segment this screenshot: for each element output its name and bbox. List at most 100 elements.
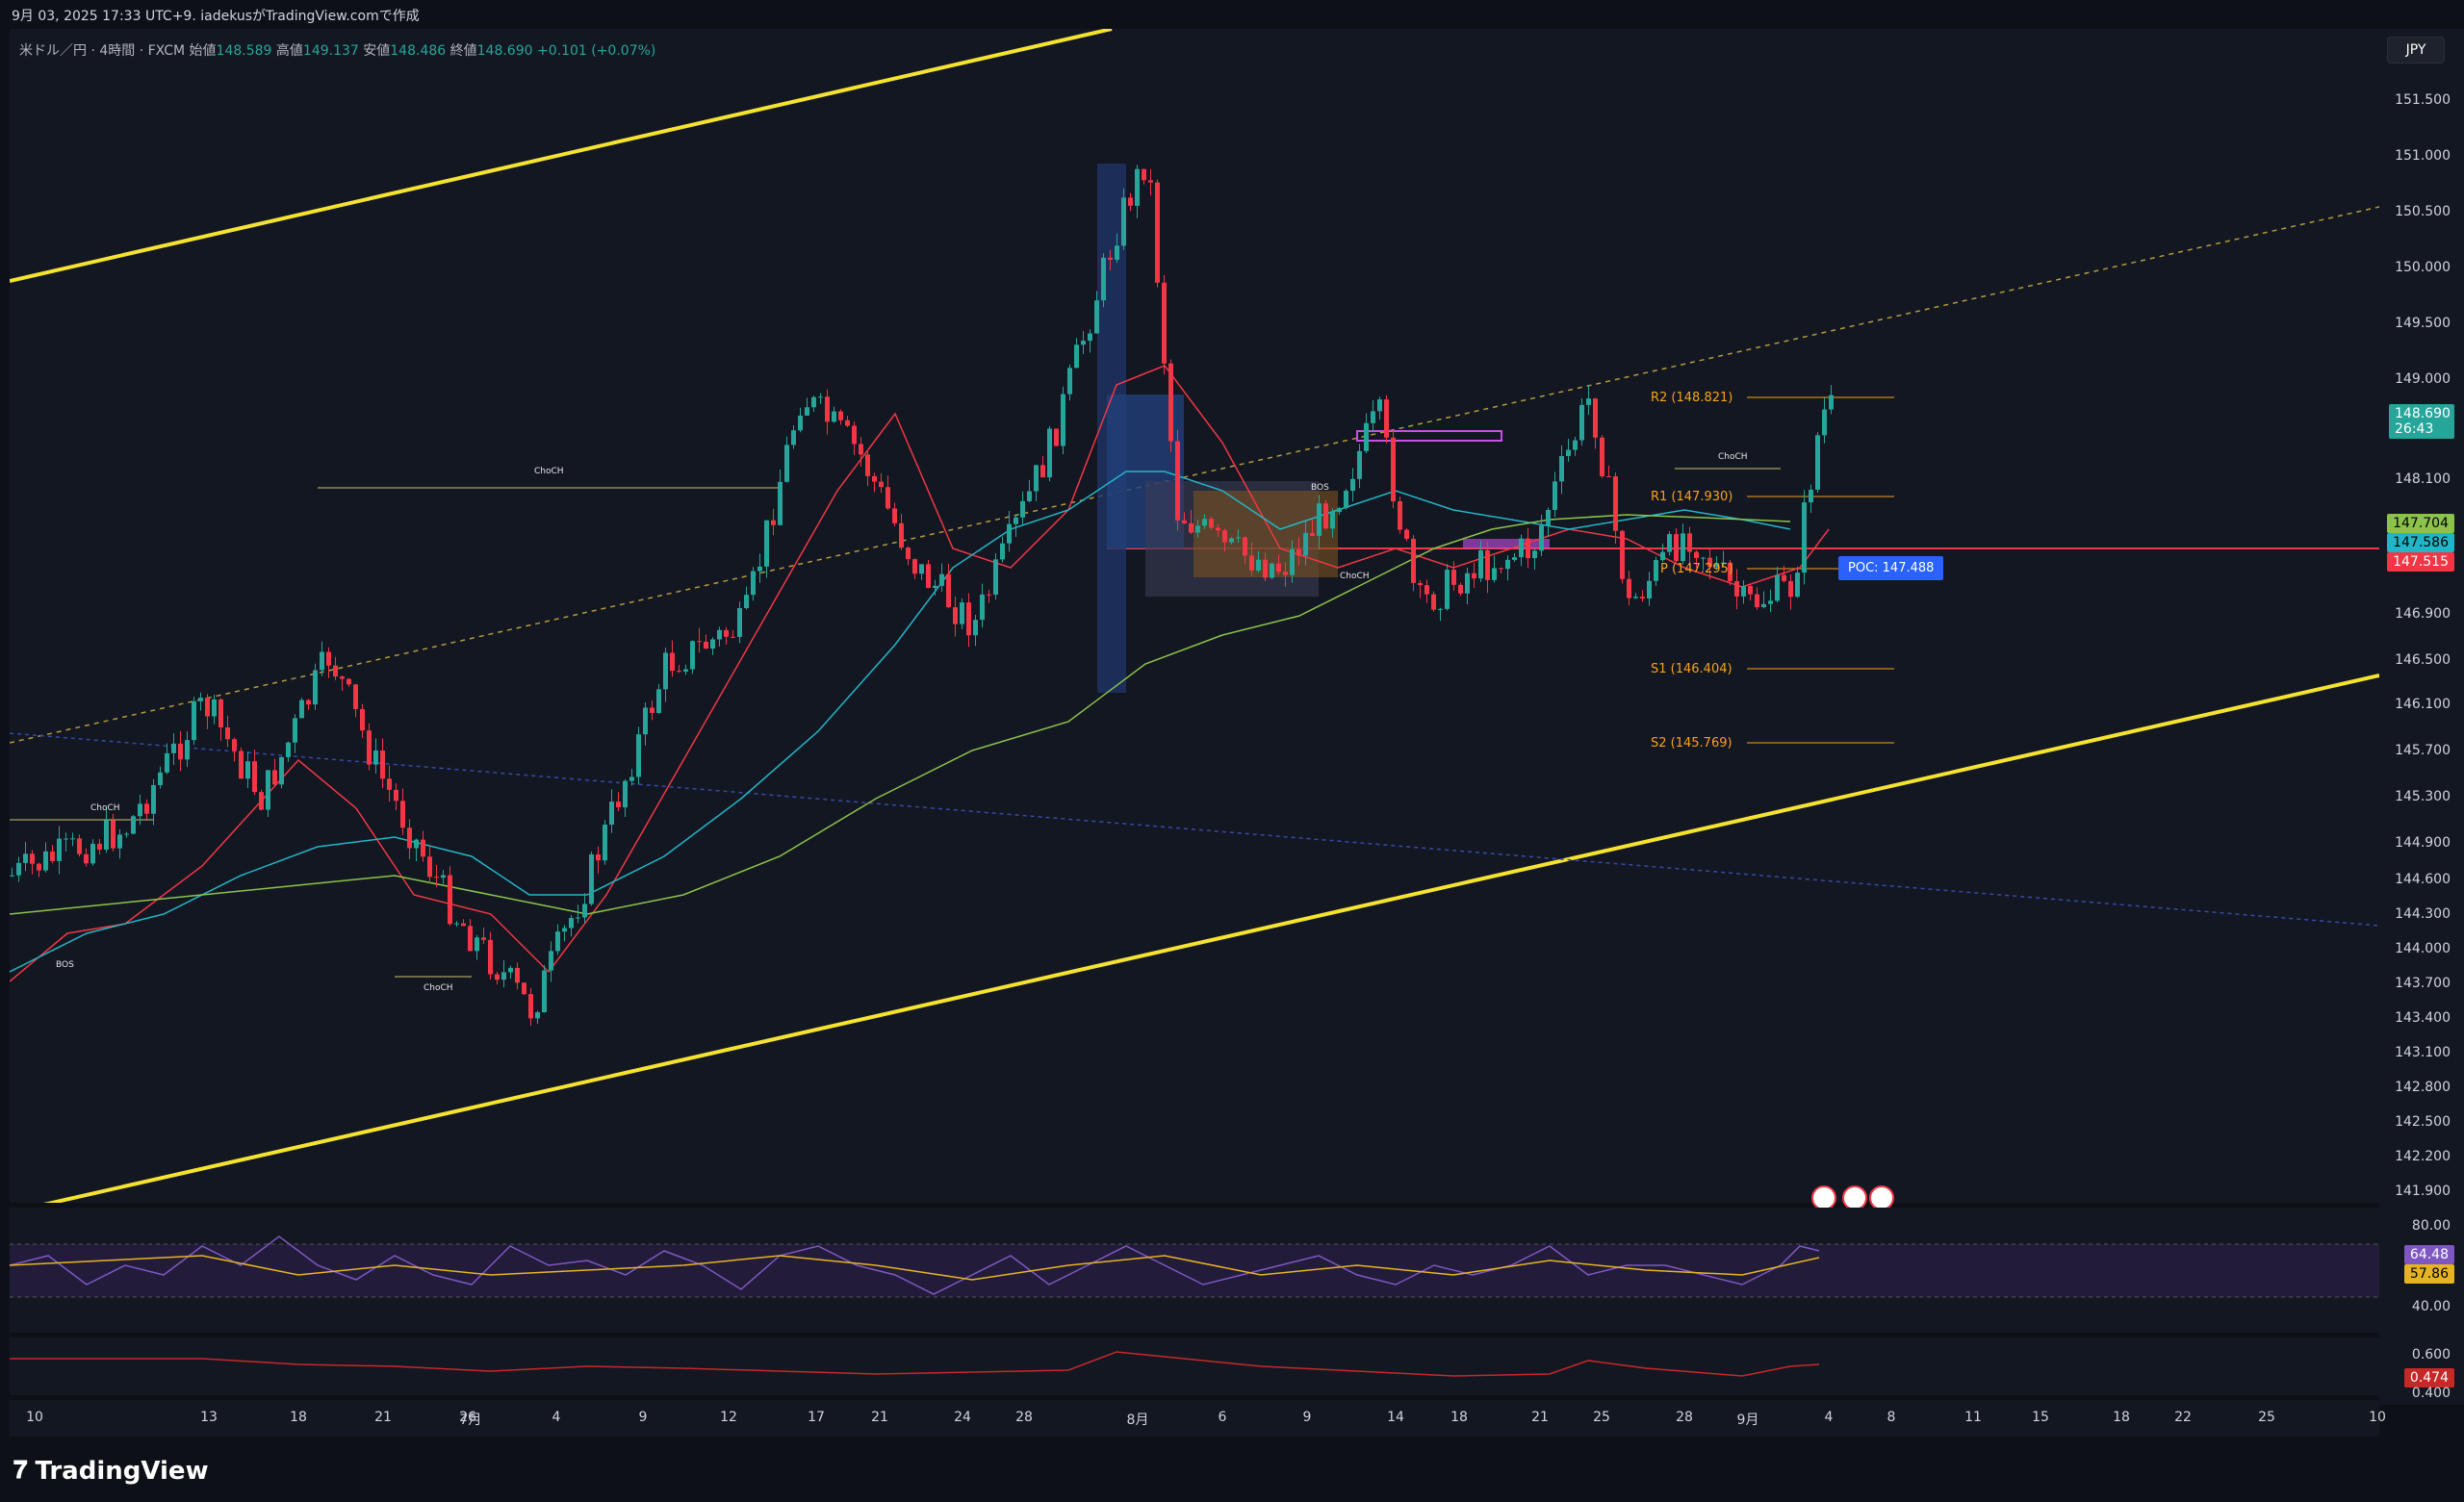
candle-body: [1485, 549, 1490, 580]
candle-body: [1337, 508, 1342, 513]
tradingview-logo[interactable]: 𝟕 TradingView: [13, 1456, 209, 1486]
candle-body: [1108, 257, 1113, 260]
candle-body: [421, 839, 425, 857]
candle-body: [1822, 409, 1827, 436]
x-tick: 12: [720, 1410, 737, 1425]
candle-body: [84, 853, 89, 864]
candle-body: [636, 734, 641, 777]
choch-label-1: ChoCH: [534, 467, 564, 476]
candle-body: [1054, 428, 1059, 446]
candle-body: [1465, 573, 1470, 594]
candle-body: [852, 425, 857, 445]
candle-body: [434, 877, 439, 878]
candle-body: [656, 689, 661, 713]
candle-body: [542, 970, 547, 1013]
candle-body: [461, 923, 466, 927]
price-axis[interactable]: JPY 151.500 151.000 150.500 150.000 149.…: [2379, 29, 2464, 1405]
candle-body: [373, 751, 378, 765]
candle-body: [481, 937, 486, 940]
candle-body: [569, 918, 574, 929]
candle-body: [1532, 550, 1537, 559]
candle-body: [43, 851, 48, 871]
currency-badge[interactable]: JPY: [2387, 37, 2445, 64]
y-tick: 151.000: [2395, 148, 2451, 164]
x-tick: 9: [1302, 1410, 1312, 1425]
x-tick: 4: [552, 1410, 561, 1425]
brand-name: TradingView: [35, 1456, 209, 1486]
y-tick: 143.400: [2395, 1010, 2451, 1026]
candle-body: [90, 843, 95, 864]
time-axis[interactable]: 10 13 18 21 26 7月 4 9 12 17 21 24 28 8月 6 9 14 18 21 25 28 9月…: [10, 1400, 2386, 1437]
x-tick: 21: [1531, 1410, 1549, 1425]
candle-body: [1202, 519, 1207, 526]
candle-body: [340, 676, 345, 679]
candle-body: [1243, 537, 1247, 556]
low-value: 148.486: [390, 43, 447, 59]
y-tick: 0.600: [2411, 1347, 2451, 1362]
y-tick: 143.100: [2395, 1045, 2451, 1060]
candle-body: [697, 641, 702, 643]
candle-body: [1431, 594, 1436, 610]
candle-body: [1350, 478, 1355, 491]
candle-body: [1296, 548, 1301, 556]
oscillator-canvas: [10, 1351, 1820, 1377]
candle-body: [1330, 512, 1335, 529]
candle-body: [1398, 501, 1402, 530]
candle-body: [1546, 509, 1551, 526]
symbol-legend[interactable]: 米ドル／円 · 4時間 · FXCM 始値148.589 高値149.137 安…: [19, 40, 655, 60]
candle-body: [158, 772, 163, 785]
oscillator-pane[interactable]: [10, 1337, 2379, 1395]
y-tick: 149.500: [2395, 316, 2451, 331]
candle-body: [1539, 525, 1544, 551]
candle-body: [427, 856, 432, 878]
y-tick: 144.000: [2395, 941, 2451, 956]
candle-body: [832, 411, 836, 422]
candle-body: [1782, 574, 1786, 581]
price-chart-canvas: [9, 27, 2380, 1214]
candle-body: [1478, 549, 1483, 579]
candle-body: [70, 838, 75, 840]
candle-body: [111, 820, 116, 849]
candle-body: [387, 778, 392, 790]
candle-body: [414, 839, 419, 849]
candle-body: [643, 707, 648, 735]
candle-body: [1121, 197, 1126, 246]
x-tick: 25: [1593, 1410, 1610, 1425]
candle-body: [872, 475, 877, 482]
y-tick: 144.900: [2395, 835, 2451, 851]
rsi-pane[interactable]: [9, 1208, 2379, 1333]
candle-body: [1357, 450, 1362, 479]
candle-body: [704, 641, 708, 649]
candle-body: [690, 641, 695, 670]
candle-body: [1175, 441, 1180, 521]
price-chart[interactable]: ChoCH ChoCH ChoCH ChoCH ChoCH BOS BOS R2…: [9, 27, 2380, 1214]
y-tick: 143.700: [2395, 976, 2451, 991]
candle-body: [1061, 394, 1065, 446]
rsi-value-tag: 64.48: [2403, 1245, 2454, 1264]
y-tick: 142.500: [2395, 1114, 2451, 1130]
candle-body: [468, 926, 473, 952]
x-tick: 9: [638, 1410, 648, 1425]
symbol-name: 米ドル／円 · 4時間 · FXCM: [19, 43, 186, 59]
x-tick: 15: [2032, 1410, 2049, 1425]
x-tick: 10: [2369, 1410, 2386, 1425]
candle-body: [1445, 570, 1450, 609]
candle-body: [1135, 168, 1140, 206]
candle-body: [1748, 585, 1753, 595]
candle-body: [528, 994, 533, 1019]
candle-body: [1344, 490, 1348, 509]
pivot-r1-label: R1 (147.930): [1651, 490, 1733, 504]
x-tick: 22: [2174, 1410, 2192, 1425]
channel-upper-line: [9, 27, 1113, 283]
candle-body: [1701, 557, 1706, 559]
candle-body: [1512, 557, 1517, 560]
x-tick: 10: [26, 1410, 43, 1425]
candle-body: [778, 481, 783, 525]
candle-body: [1613, 476, 1618, 531]
candle-body: [1081, 341, 1086, 345]
candle-body: [859, 444, 863, 455]
candle-body: [205, 698, 210, 717]
candle-body: [1162, 282, 1167, 364]
candle-body: [1788, 580, 1793, 598]
candle-body: [97, 843, 102, 850]
